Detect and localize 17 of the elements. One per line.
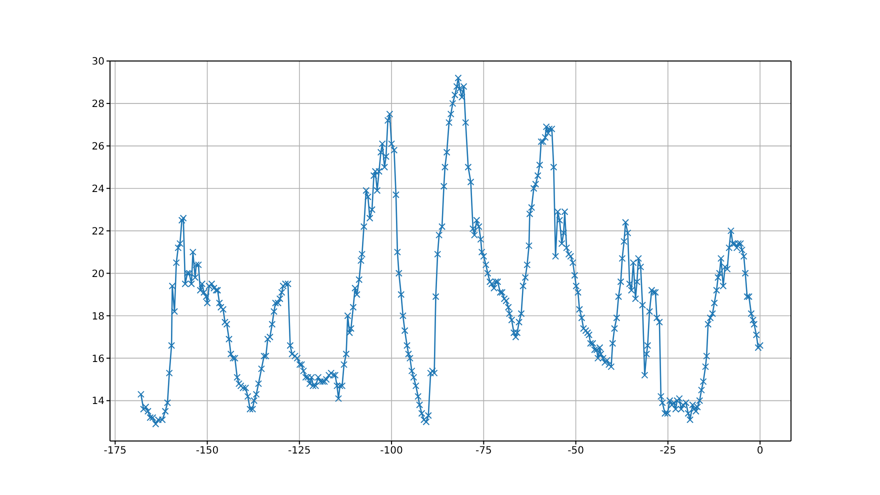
y-tick-label: 30 bbox=[92, 56, 104, 68]
y-tick-label: 28 bbox=[92, 99, 104, 110]
x-tick-label: -175 bbox=[104, 446, 127, 457]
x-tick-label: -50 bbox=[568, 446, 584, 457]
x-tick-label: -150 bbox=[196, 446, 219, 457]
y-tick-label: 18 bbox=[92, 311, 104, 322]
y-tick-label: 22 bbox=[92, 226, 104, 238]
y-tick-label: 14 bbox=[92, 396, 104, 408]
y-tick-label: 26 bbox=[92, 141, 104, 152]
x-tick-label: -25 bbox=[660, 446, 676, 457]
x-tick-label: 0 bbox=[756, 446, 764, 457]
y-tick-label: 24 bbox=[92, 184, 104, 195]
x-tick-label: -75 bbox=[475, 446, 492, 457]
y-tick-label: 20 bbox=[92, 268, 104, 280]
x-tick-label: -125 bbox=[288, 446, 311, 457]
x-tick-label: -100 bbox=[380, 446, 403, 457]
y-tick-label: 16 bbox=[92, 354, 104, 365]
